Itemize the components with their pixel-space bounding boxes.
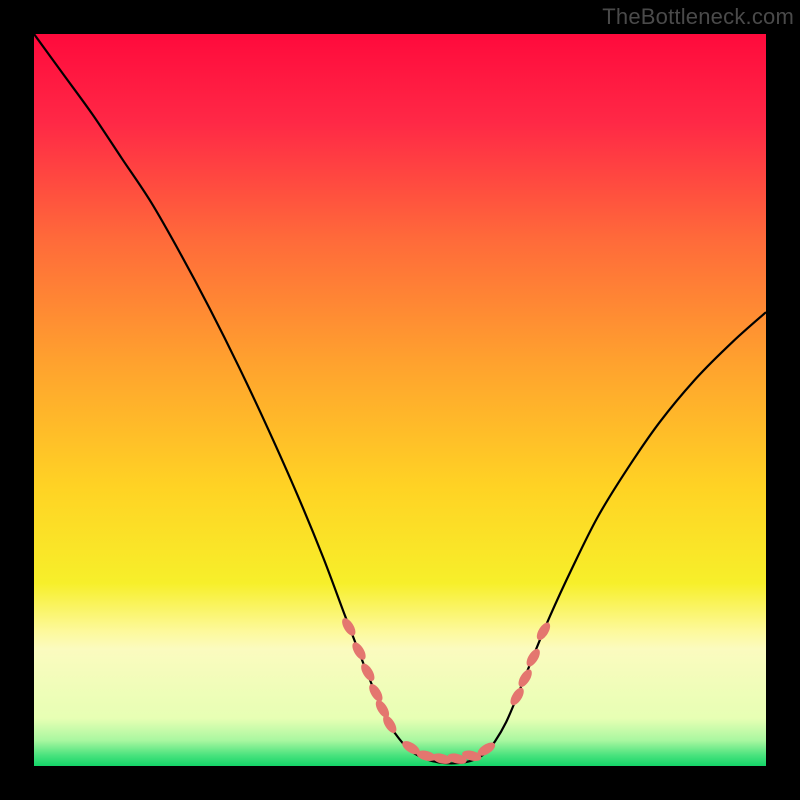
attribution-text: TheBottleneck.com <box>602 4 794 30</box>
chart-background <box>34 34 766 766</box>
outer-frame: TheBottleneck.com <box>0 0 800 800</box>
plot-area <box>34 34 766 766</box>
chart-svg <box>34 34 766 766</box>
